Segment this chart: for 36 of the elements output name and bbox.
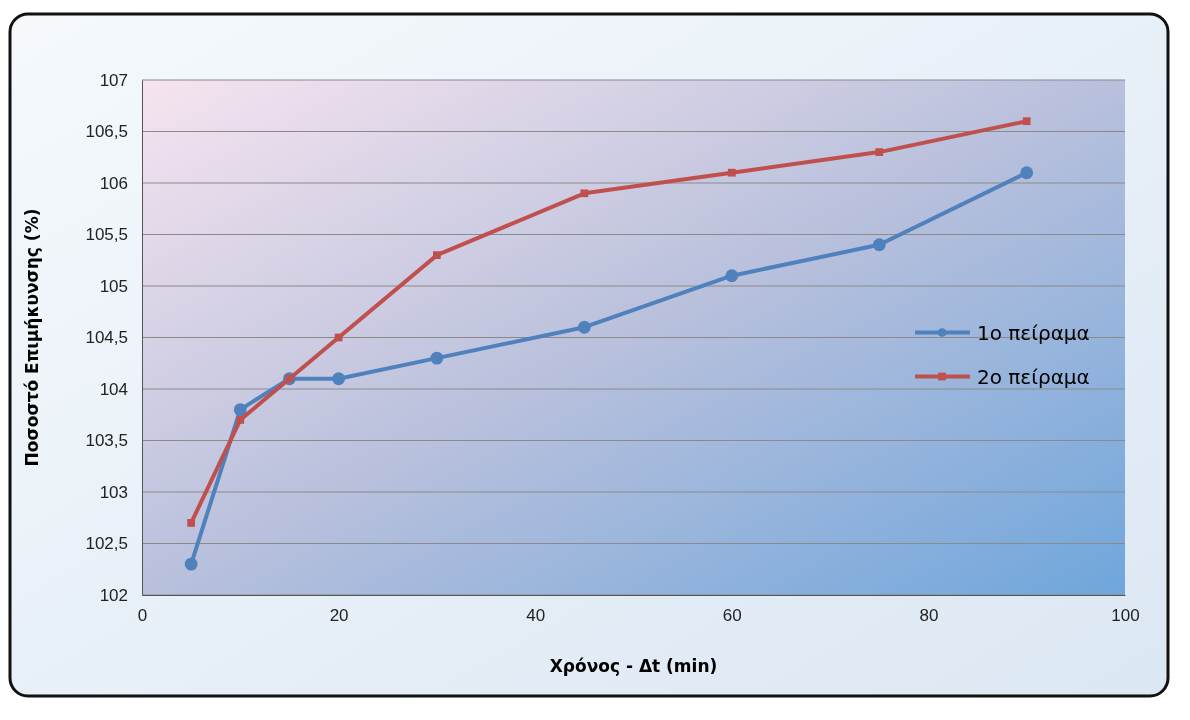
y-tick-label: 103	[99, 482, 128, 502]
y-tick-label: 107	[99, 70, 128, 90]
x-tick-label: 20	[329, 606, 349, 626]
y-tick-label: 102,5	[85, 534, 128, 554]
point	[332, 372, 346, 386]
point	[872, 238, 886, 252]
x-axis-title: Χρόνος - Δt (min)	[549, 656, 718, 676]
x-tick-label: 100	[1111, 606, 1140, 626]
y-tick-label: 102	[99, 585, 128, 605]
x-tick-label: 0	[137, 606, 148, 626]
y-axis-title: Ποσοστό Επιμήκυνσης (%)	[22, 208, 42, 467]
x-tick-label: 80	[919, 606, 939, 626]
point	[233, 403, 247, 417]
point	[1022, 117, 1031, 126]
point	[1020, 166, 1034, 180]
point	[580, 189, 589, 198]
y-tick-label: 105,5	[85, 225, 128, 245]
y-tick-label: 105	[99, 276, 128, 296]
y-tick-label: 106,5	[85, 122, 128, 142]
x-tick-label: 60	[722, 606, 742, 626]
legend-label: 2ο πείραμα	[977, 364, 1090, 389]
x-tick-label: 40	[526, 606, 546, 626]
point	[727, 168, 736, 177]
point	[236, 416, 245, 424]
point	[187, 519, 196, 527]
point	[433, 251, 441, 259]
point	[875, 148, 884, 156]
point	[184, 557, 198, 571]
y-tick-label: 104	[99, 379, 128, 399]
point	[577, 320, 591, 334]
point	[430, 351, 444, 365]
y-tick-label: 103,5	[85, 431, 128, 451]
legend-label: 1ο πείραμα	[977, 320, 1090, 345]
y-tick-label: 106	[99, 173, 128, 193]
point	[725, 269, 739, 283]
y-tick-label: 104,5	[85, 328, 128, 348]
